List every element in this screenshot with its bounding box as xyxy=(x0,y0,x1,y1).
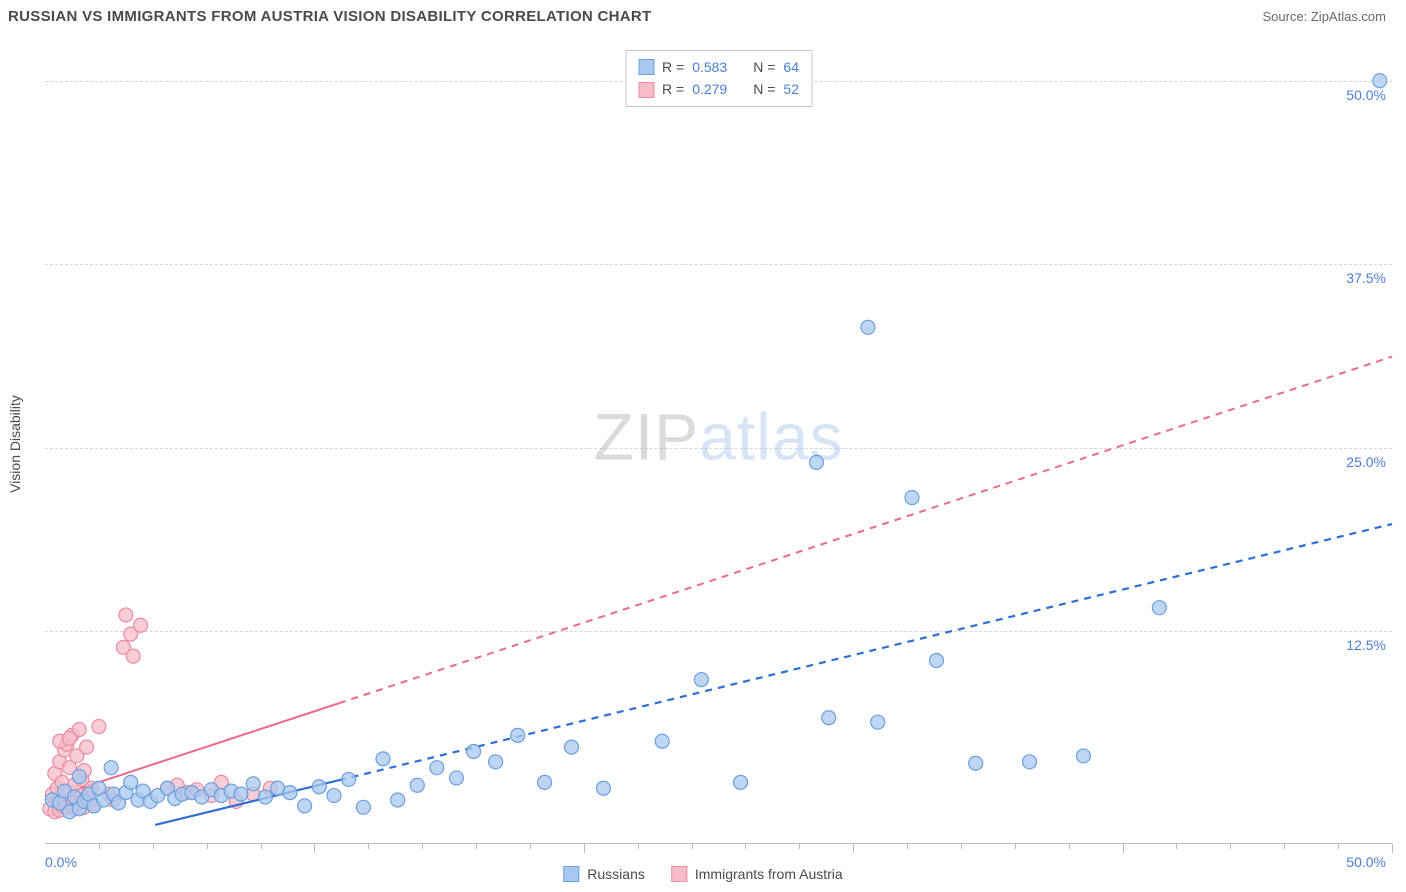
n-value: 64 xyxy=(783,56,799,78)
source-prefix: Source: xyxy=(1262,9,1310,24)
pink-point xyxy=(119,608,133,622)
blue-point xyxy=(258,790,272,804)
pink-point xyxy=(80,740,94,754)
pink-point xyxy=(62,731,76,745)
r-value: 0.583 xyxy=(692,56,727,78)
blue-point xyxy=(72,769,86,783)
legend-item-austria: Immigrants from Austria xyxy=(671,866,843,882)
x-axis xyxy=(45,843,1392,844)
blue-point xyxy=(822,711,836,725)
swatch-pink xyxy=(638,82,654,98)
blue-point xyxy=(565,740,579,754)
chart-area: Vision Disability ZIPatlas 12.5%25.0%37.… xyxy=(45,44,1392,844)
r-label: R = xyxy=(662,78,684,100)
pink-trend-dashed xyxy=(339,357,1392,704)
blue-point xyxy=(283,786,297,800)
y-tick-label: 50.0% xyxy=(1346,87,1386,103)
n-label: N = xyxy=(753,56,775,78)
blue-point xyxy=(1023,755,1037,769)
swatch-blue xyxy=(638,59,654,75)
blue-point xyxy=(124,775,138,789)
blue-point xyxy=(312,780,326,794)
chart-title: RUSSIAN VS IMMIGRANTS FROM AUSTRIA VISIO… xyxy=(8,8,652,25)
blue-point xyxy=(809,455,823,469)
blue-point xyxy=(104,761,118,775)
x-max-label: 50.0% xyxy=(1346,854,1386,870)
blue-point xyxy=(1373,74,1387,88)
x-origin-label: 0.0% xyxy=(45,854,77,870)
blue-point xyxy=(1152,601,1166,615)
blue-point xyxy=(376,752,390,766)
blue-point xyxy=(1076,749,1090,763)
stat-row-pink: R = 0.279 N = 52 xyxy=(638,78,799,100)
blue-point xyxy=(905,491,919,505)
blue-point xyxy=(430,761,444,775)
legend-item-russians: Russians xyxy=(563,866,645,882)
r-label: R = xyxy=(662,56,684,78)
pink-point xyxy=(134,618,148,632)
swatch-pink xyxy=(671,866,687,882)
stat-legend: R = 0.583 N = 64 R = 0.279 N = 52 xyxy=(625,50,812,107)
n-value: 52 xyxy=(783,78,799,100)
blue-point xyxy=(449,771,463,785)
blue-point xyxy=(327,789,341,803)
blue-point xyxy=(655,734,669,748)
blue-point xyxy=(489,755,503,769)
blue-point xyxy=(694,673,708,687)
blue-point xyxy=(511,728,525,742)
legend-label: Russians xyxy=(587,866,645,882)
blue-point xyxy=(861,320,875,334)
blue-point xyxy=(356,800,370,814)
n-label: N = xyxy=(753,78,775,100)
blue-point xyxy=(734,775,748,789)
source-name: ZipAtlas.com xyxy=(1311,9,1386,24)
r-value: 0.279 xyxy=(692,78,727,100)
pink-point xyxy=(92,720,106,734)
y-tick-label: 37.5% xyxy=(1346,270,1386,286)
source-label: Source: ZipAtlas.com xyxy=(1262,9,1386,24)
blue-point xyxy=(969,756,983,770)
y-axis-label: Vision Disability xyxy=(7,395,23,493)
swatch-blue xyxy=(563,866,579,882)
blue-point xyxy=(538,775,552,789)
scatter-plot xyxy=(45,44,1392,844)
y-tick-label: 12.5% xyxy=(1346,637,1386,653)
blue-point xyxy=(342,772,356,786)
blue-point xyxy=(391,793,405,807)
blue-point xyxy=(596,781,610,795)
blue-point xyxy=(246,777,260,791)
blue-trend-dashed xyxy=(339,524,1392,780)
blue-point xyxy=(410,778,424,792)
pink-point xyxy=(126,649,140,663)
blue-point xyxy=(467,745,481,759)
legend-label: Immigrants from Austria xyxy=(695,866,843,882)
bottom-legend: Russians Immigrants from Austria xyxy=(563,866,842,882)
stat-row-blue: R = 0.583 N = 64 xyxy=(638,56,799,78)
blue-point xyxy=(298,799,312,813)
blue-point xyxy=(234,787,248,801)
blue-point xyxy=(929,654,943,668)
blue-point xyxy=(871,715,885,729)
y-tick-label: 25.0% xyxy=(1346,454,1386,470)
